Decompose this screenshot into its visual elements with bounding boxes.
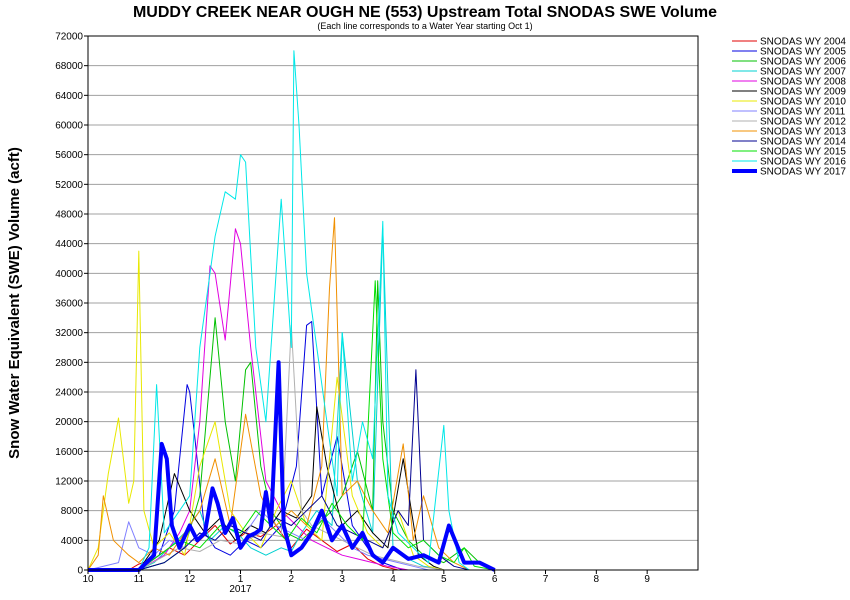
series-line-6 (87, 250, 444, 571)
y-tick-label: 48000 (55, 210, 83, 221)
gridlines (88, 35, 698, 571)
x-tick-label: 6 (492, 574, 498, 585)
y-tick-label: 12000 (55, 477, 83, 488)
y-tick-label: 28000 (55, 358, 83, 369)
y-axis-label: Snow Water Equivalent (SWE) Volume (acft… (6, 147, 23, 459)
legend-label: SNODAS WY 2016 (760, 157, 846, 168)
series-line-13 (88, 360, 496, 572)
x-tick-label: 3 (339, 574, 345, 585)
series-line-10 (88, 369, 470, 571)
y-tick-label: 24000 (55, 388, 83, 399)
series-line-3 (88, 228, 444, 571)
series-line-4 (88, 228, 444, 571)
y-tick-label: 52000 (55, 180, 83, 191)
y-tick-label: 72000 (55, 32, 83, 43)
y-tick-label: 68000 (55, 61, 83, 72)
y-tick-label: 56000 (55, 150, 83, 161)
x-tick-label: 1 (238, 574, 244, 585)
legend-label: SNODAS WY 2015 (760, 147, 846, 158)
x-tick-label: 4 (390, 574, 396, 585)
axis-ticks: 0 4000 8000 12000 16000 20000 24000 28000 32000 3… (55, 32, 650, 586)
legend-label: SNODAS WY 2014 (760, 137, 846, 148)
series-lines (87, 50, 496, 572)
legend-label: SNODAS WY 2008 (760, 77, 846, 88)
series-line-12 (88, 50, 470, 571)
x-tick-label: 2 (289, 574, 295, 585)
x-axis-year-label: 2017 (229, 584, 252, 595)
legend-label: SNODAS WY 2004 (760, 37, 846, 48)
legend-label: SNODAS WY 2013 (760, 127, 846, 138)
x-tick-label: 10 (82, 574, 94, 585)
y-tick-label: 32000 (55, 328, 83, 339)
y-tick-label: 36000 (55, 299, 83, 310)
x-tick-label: 12 (184, 574, 196, 585)
y-tick-label: 20000 (55, 417, 83, 428)
x-tick-label: 11 (134, 574, 145, 585)
x-tick-label: 5 (441, 574, 447, 585)
y-tick-label: 8000 (61, 506, 84, 517)
legend-label: SNODAS WY 2012 (760, 117, 846, 128)
y-tick-label: 0 (77, 566, 83, 577)
y-tick-label: 40000 (55, 269, 83, 280)
chart-subtitle: (Each line corresponds to a Water Year s… (317, 21, 532, 31)
y-tick-label: 16000 (55, 447, 83, 458)
legend-label: SNODAS WY 2005 (760, 47, 846, 58)
legend-label: SNODAS WY 2009 (760, 87, 846, 98)
series-line-2 (88, 280, 495, 571)
x-tick-label: 7 (543, 574, 549, 585)
legend-label: SNODAS WY 2007 (760, 67, 846, 78)
y-tick-label: 60000 (55, 121, 83, 132)
legend-label: SNODAS WY 2017 (760, 167, 846, 178)
y-tick-label: 44000 (55, 239, 83, 250)
y-tick-label: 64000 (55, 91, 83, 102)
x-tick-label: 9 (644, 574, 650, 585)
legend-label: SNODAS WY 2010 (760, 97, 846, 108)
legend-label: SNODAS WY 2006 (760, 57, 846, 68)
legend-label: SNODAS WY 2011 (760, 107, 846, 118)
x-tick-label: 8 (594, 574, 600, 585)
y-tick-label: 4000 (61, 536, 84, 547)
chart-title: MUDDY CREEK NEAR OUGH NE (553) Upstream … (133, 4, 717, 21)
series-line-5 (88, 406, 444, 571)
